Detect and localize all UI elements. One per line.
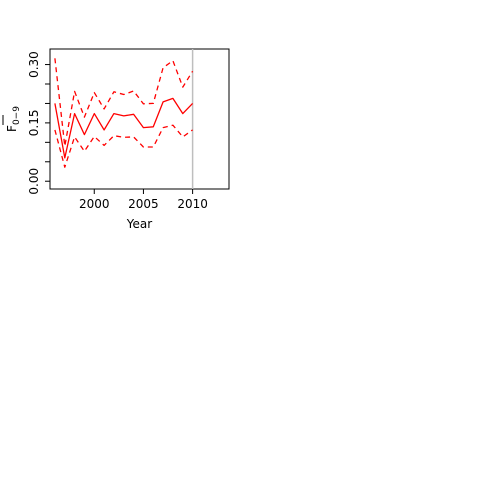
x-axis: 2000 2005 2010 xyxy=(79,189,208,211)
x-axis-title: Year xyxy=(126,217,152,231)
series-layer xyxy=(54,58,194,168)
y-tick-label: 0.00 xyxy=(27,168,41,195)
y-tick-label: 0.15 xyxy=(27,110,41,137)
x-tick-label: 2010 xyxy=(177,197,208,211)
y-axis-title: F0−9 xyxy=(2,106,22,132)
plot-frame xyxy=(49,48,230,190)
x-tick-label: 2005 xyxy=(128,197,159,211)
x-tick-label: 2000 xyxy=(79,197,110,211)
y-axis-title-subscript: 0−9 xyxy=(12,106,22,125)
svg-text:F0−9: F0−9 xyxy=(5,106,22,132)
series-line-dashed-1 xyxy=(54,58,194,147)
series-line-dashed-2 xyxy=(54,124,193,168)
y-axis-title-main: F xyxy=(5,125,19,132)
y-tick-label: 0.30 xyxy=(27,51,41,78)
y-axis: 0.00 0.15 0.30 xyxy=(27,51,50,195)
series-line-solid xyxy=(54,97,194,159)
